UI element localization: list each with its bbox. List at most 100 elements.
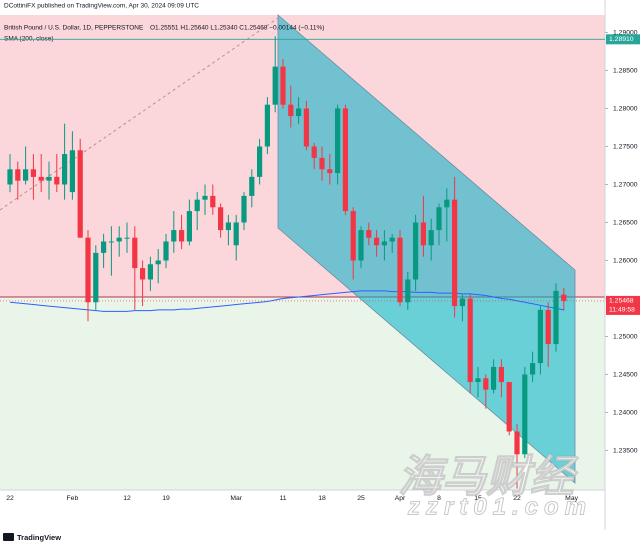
- candle-body: [413, 222, 419, 280]
- candle-body: [54, 176, 60, 185]
- candle-body: [85, 237, 91, 303]
- logo: [3, 533, 14, 541]
- candle-body: [7, 169, 13, 185]
- candle-body: [444, 199, 450, 208]
- y-tick-label: 1.25000: [613, 333, 638, 340]
- footer-brand[interactable]: TradingView: [17, 533, 61, 542]
- candle-body: [545, 309, 551, 345]
- candle-body: [93, 252, 99, 303]
- y-tick-label: 1.27500: [613, 143, 638, 150]
- x-tick-label: 15: [474, 495, 482, 502]
- candle-body: [108, 241, 114, 243]
- candle-body: [311, 146, 317, 158]
- candle-body: [389, 237, 395, 242]
- candle-body: [405, 279, 411, 303]
- candle-body: [296, 108, 302, 117]
- candle-body: [101, 241, 107, 253]
- candle-body: [514, 431, 520, 455]
- candle-body: [132, 237, 138, 269]
- candle-body: [30, 169, 36, 177]
- x-tick-label: 22: [6, 495, 14, 502]
- candle-body: [210, 195, 216, 208]
- x-tick-label: 19: [162, 495, 170, 502]
- candle-body: [335, 108, 341, 174]
- candle-body: [537, 309, 543, 364]
- regression-channel: [277, 14, 576, 484]
- candle-body: [225, 222, 231, 231]
- x-tick-label: Feb: [67, 495, 79, 502]
- candle-body: [179, 230, 185, 242]
- x-tick-label: 22: [513, 495, 521, 502]
- candle-body: [257, 146, 263, 177]
- candle-body: [491, 366, 497, 390]
- candle-body: [342, 108, 348, 212]
- candle-body: [280, 66, 286, 105]
- candle-body: [69, 150, 75, 193]
- candle-body: [327, 169, 333, 174]
- candle-body: [202, 195, 208, 200]
- y-tick-label: 1.24000: [613, 409, 638, 416]
- x-tick-label: 8: [437, 495, 441, 502]
- candle-body: [561, 294, 567, 301]
- candle-body: [436, 207, 442, 231]
- candle-body: [272, 66, 278, 105]
- y-tick-label: 1.23500: [613, 447, 638, 454]
- candle-body: [233, 222, 239, 246]
- sma-line: [9, 290, 564, 312]
- countdown: 11:49:58: [609, 307, 635, 314]
- candle-body: [420, 222, 426, 246]
- candle-body: [155, 260, 161, 265]
- candle-body: [249, 176, 255, 196]
- candle-body: [171, 230, 177, 242]
- watermark-url: zzrt01.com: [407, 493, 592, 520]
- candle-body: [522, 374, 528, 455]
- candle-body: [358, 230, 364, 261]
- y-tick-label: 1.24500: [613, 371, 638, 378]
- last-price-label: 1.25468: [609, 298, 634, 305]
- plot: 1.235001.240001.245001.250001.255001.260…: [0, 29, 640, 502]
- candle-body: [366, 230, 372, 238]
- candle-body: [140, 268, 146, 280]
- candle-body: [475, 378, 481, 383]
- candle-body: [23, 169, 29, 181]
- symbol: British Pound / U.S. Dollar, 1D, PEPPERS…: [4, 25, 144, 32]
- candle-body: [428, 230, 434, 246]
- candle-body: [467, 298, 473, 383]
- x-tick-label: Apr: [395, 495, 406, 502]
- quote: O1.25551 H1.25640 L1.25340 C1.25468 −0.0…: [150, 25, 324, 32]
- candle-body: [124, 237, 130, 239]
- candle-body: [350, 211, 356, 261]
- x-tick-label: May: [565, 495, 578, 502]
- candle-body: [218, 207, 224, 231]
- candle-body: [186, 211, 192, 242]
- y-tick-label: 1.29000: [613, 29, 638, 36]
- x-tick-label: 11: [279, 495, 286, 502]
- candle-body: [374, 237, 380, 246]
- candle-body: [553, 290, 559, 345]
- candle-body: [452, 199, 458, 307]
- candle-body: [38, 176, 44, 181]
- candle-body: [459, 298, 465, 307]
- candle-body: [483, 378, 489, 390]
- x-tick-label: Mar: [230, 495, 242, 502]
- candle-body: [264, 104, 270, 147]
- last-price-tag: [606, 295, 640, 315]
- x-tick-label: 18: [318, 495, 326, 502]
- candle-body: [194, 199, 200, 212]
- candle-body: [62, 154, 68, 185]
- candle-body: [397, 237, 403, 303]
- candle-body: [319, 157, 325, 170]
- candle-body: [288, 104, 294, 117]
- candle-body: [303, 108, 309, 147]
- candle-body: [116, 237, 122, 242]
- y-tick-label: 1.26000: [613, 257, 638, 264]
- y-tick-label: 1.28000: [613, 105, 638, 112]
- candle-body: [241, 195, 247, 223]
- candle-body: [163, 241, 169, 261]
- candle-body: [15, 169, 21, 181]
- candle-body: [381, 241, 387, 246]
- watermark-title: 海马财经: [398, 453, 579, 502]
- candle-body: [46, 176, 52, 181]
- candle-body: [530, 363, 536, 375]
